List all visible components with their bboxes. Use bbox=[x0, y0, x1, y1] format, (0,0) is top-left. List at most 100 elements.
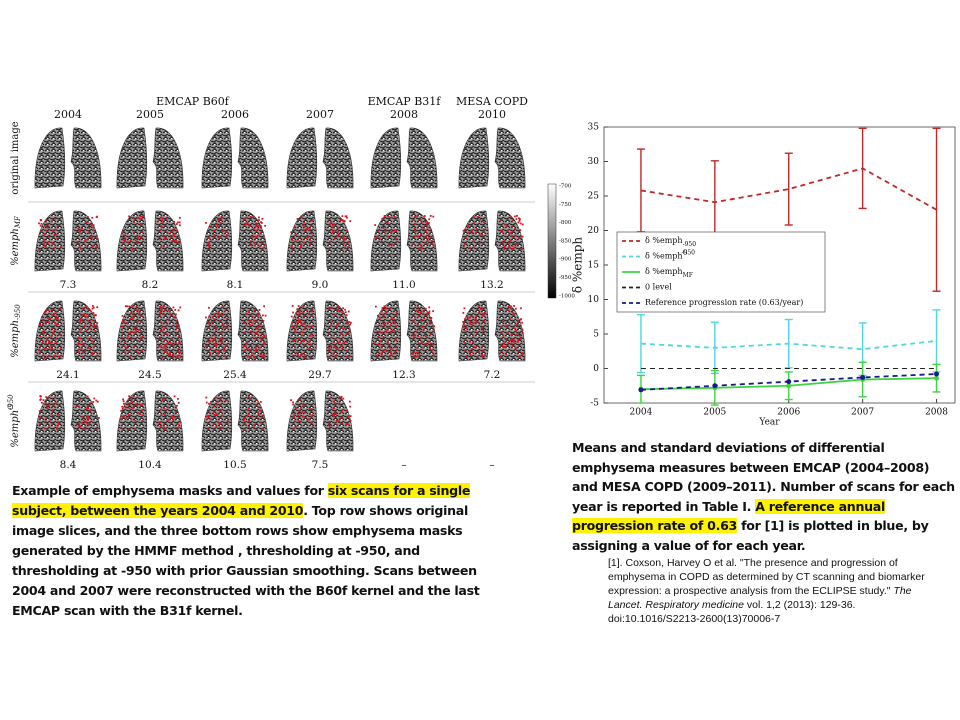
mask-speck bbox=[391, 317, 394, 320]
mask-speck bbox=[55, 317, 58, 319]
mask-speck bbox=[338, 420, 340, 423]
mask-speck bbox=[55, 402, 58, 405]
mask-speck bbox=[299, 342, 302, 344]
mask-speck bbox=[137, 216, 139, 219]
lung-slice bbox=[286, 390, 354, 452]
mask-speck bbox=[513, 327, 516, 330]
mask-speck bbox=[139, 404, 142, 406]
mask-speck bbox=[393, 229, 396, 232]
mask-speck bbox=[86, 238, 89, 241]
mask-speck bbox=[500, 307, 503, 310]
mask-speck bbox=[259, 401, 262, 403]
mask-speck bbox=[332, 407, 335, 410]
x-tick-label: 2008 bbox=[925, 408, 948, 418]
mask-speck bbox=[85, 407, 88, 410]
row-label: %emphMF bbox=[10, 215, 23, 266]
mask-speck bbox=[258, 324, 261, 327]
mask-speck bbox=[173, 395, 176, 398]
mask-speck bbox=[128, 407, 131, 410]
mask-speck bbox=[335, 354, 338, 357]
mask-speck bbox=[45, 396, 48, 398]
mask-speck bbox=[521, 352, 524, 354]
y-tick-label: 0 bbox=[593, 364, 599, 374]
mask-speck bbox=[473, 216, 475, 219]
mask-speck bbox=[384, 230, 387, 232]
mask-speck bbox=[133, 345, 136, 348]
mask-speck bbox=[83, 326, 85, 329]
mask-speck bbox=[122, 400, 125, 403]
mask-speck bbox=[514, 307, 517, 310]
mask-speck bbox=[54, 217, 57, 220]
mask-speck bbox=[209, 336, 212, 339]
mask-speck bbox=[342, 234, 345, 237]
mask-speck bbox=[337, 306, 340, 309]
mask-speck bbox=[395, 325, 398, 327]
lung-slice bbox=[116, 127, 184, 189]
mask-speck bbox=[225, 344, 228, 347]
mask-speck bbox=[257, 228, 259, 231]
mask-speck bbox=[261, 314, 264, 317]
mask-speck bbox=[136, 404, 138, 407]
mask-speck bbox=[141, 238, 144, 241]
mask-speck bbox=[343, 220, 346, 222]
mask-speck bbox=[218, 422, 220, 425]
mask-speck bbox=[347, 415, 349, 418]
mask-speck bbox=[175, 327, 178, 330]
mask-speck bbox=[347, 332, 350, 334]
mask-speck bbox=[243, 419, 245, 422]
mask-speck bbox=[89, 323, 92, 325]
mask-speck bbox=[53, 406, 56, 409]
mask-speck bbox=[481, 308, 484, 311]
mask-speck bbox=[159, 238, 161, 241]
mask-speck bbox=[172, 419, 175, 421]
mask-speck bbox=[291, 237, 293, 240]
mask-speck bbox=[328, 424, 331, 427]
mask-speck bbox=[383, 215, 386, 217]
mask-speck bbox=[221, 341, 224, 344]
mask-speck bbox=[92, 401, 95, 403]
mask-speck bbox=[419, 310, 422, 313]
mask-speck bbox=[57, 323, 59, 325]
mask-speck bbox=[175, 355, 178, 358]
mask-speck bbox=[462, 245, 465, 248]
mask-speck bbox=[304, 339, 306, 342]
mask-speck bbox=[159, 229, 162, 231]
mask-speck bbox=[423, 215, 426, 217]
mask-speck bbox=[388, 244, 390, 247]
mask-speck bbox=[173, 233, 176, 236]
mask-speck bbox=[226, 326, 229, 329]
mask-speck bbox=[309, 243, 311, 246]
mask-speck bbox=[161, 217, 164, 220]
mask-speck bbox=[96, 400, 99, 403]
lung-slice bbox=[458, 210, 526, 272]
mask-speck bbox=[92, 226, 94, 229]
mask-speck bbox=[508, 246, 511, 249]
series-line bbox=[640, 340, 937, 351]
mask-speck bbox=[250, 244, 252, 247]
mask-speck bbox=[93, 397, 96, 400]
mask-speck bbox=[42, 331, 44, 334]
lung bbox=[70, 127, 102, 189]
mask-speck bbox=[207, 340, 210, 343]
mask-speck bbox=[131, 305, 134, 308]
mask-speck bbox=[174, 356, 177, 359]
mask-speck bbox=[518, 219, 521, 222]
mask-speck bbox=[331, 226, 334, 229]
value-label: – bbox=[401, 459, 406, 471]
mask-speck bbox=[302, 312, 305, 314]
mask-speck bbox=[294, 338, 297, 341]
mask-speck bbox=[225, 231, 228, 233]
mask-speck bbox=[293, 340, 296, 342]
mask-speck bbox=[255, 399, 258, 401]
mask-speck bbox=[95, 246, 97, 249]
mask-speck bbox=[94, 248, 97, 251]
lung bbox=[116, 300, 148, 362]
mask-speck bbox=[505, 325, 508, 327]
mask-speck bbox=[248, 349, 251, 351]
mask-speck bbox=[305, 228, 307, 231]
mask-speck bbox=[338, 417, 341, 420]
mask-speck bbox=[507, 229, 509, 232]
lung bbox=[406, 127, 438, 189]
mask-speck bbox=[94, 329, 96, 332]
mask-speck bbox=[301, 352, 304, 355]
